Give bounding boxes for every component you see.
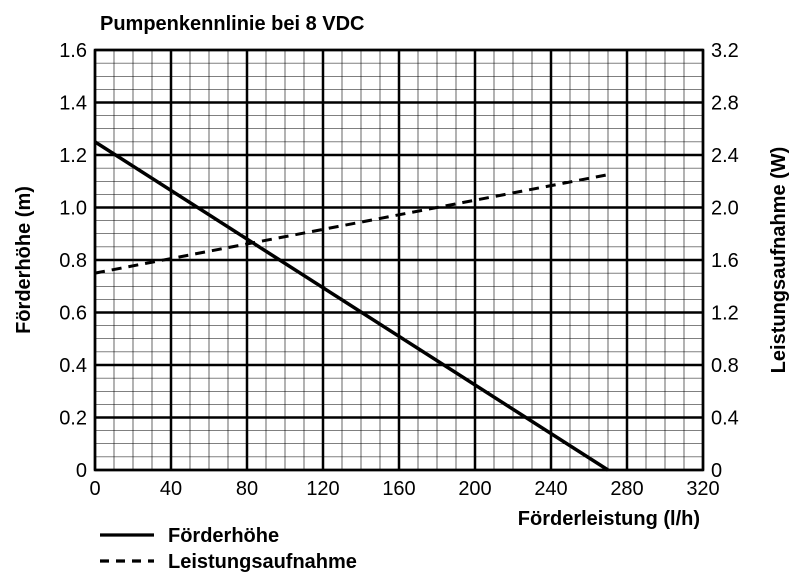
svg-text:1.6: 1.6 bbox=[711, 250, 739, 272]
svg-text:0.2: 0.2 bbox=[59, 408, 87, 430]
svg-text:0.4: 0.4 bbox=[59, 355, 87, 377]
svg-text:0.8: 0.8 bbox=[59, 250, 87, 272]
svg-text:200: 200 bbox=[458, 478, 491, 500]
svg-text:40: 40 bbox=[160, 478, 182, 500]
svg-text:1.2: 1.2 bbox=[59, 145, 87, 167]
chart-title: Pumpenkennlinie bei 8 VDC bbox=[100, 13, 365, 35]
svg-text:240: 240 bbox=[534, 478, 567, 500]
svg-text:2.0: 2.0 bbox=[711, 198, 739, 220]
svg-text:0.6: 0.6 bbox=[59, 303, 87, 325]
svg-text:80: 80 bbox=[236, 478, 258, 500]
svg-text:160: 160 bbox=[382, 478, 415, 500]
svg-text:120: 120 bbox=[306, 478, 339, 500]
legend-label: Leistungsaufnahme bbox=[168, 551, 357, 573]
svg-text:2.4: 2.4 bbox=[711, 145, 739, 167]
y-right-tick-labels: 0 0.4 0.8 1.2 1.6 2.0 2.4 2.8 3.2 bbox=[711, 40, 739, 482]
legend-label: Förderhöhe bbox=[168, 525, 279, 547]
svg-text:0: 0 bbox=[89, 478, 100, 500]
svg-text:1.6: 1.6 bbox=[59, 40, 87, 62]
y-axis-left-label: Förderhöhe (m) bbox=[13, 186, 35, 334]
svg-text:2.8: 2.8 bbox=[711, 93, 739, 115]
svg-text:0.8: 0.8 bbox=[711, 355, 739, 377]
y-axis-right-label: Leistungsaufnahme (W) bbox=[768, 147, 790, 374]
x-axis-label: Förderleistung (l/h) bbox=[518, 508, 700, 530]
svg-text:1.0: 1.0 bbox=[59, 198, 87, 220]
pump-curve-chart: Pumpenkennlinie bei 8 VDC 0 40 80 120 160 200… bbox=[0, 0, 800, 579]
svg-text:0.4: 0.4 bbox=[711, 408, 739, 430]
svg-text:0: 0 bbox=[76, 460, 87, 482]
y-left-tick-labels: 0 0.2 0.4 0.6 0.8 1.0 1.2 1.4 1.6 bbox=[59, 40, 87, 482]
svg-text:1.4: 1.4 bbox=[59, 93, 87, 115]
x-tick-labels: 04080120160200240280320 bbox=[89, 478, 719, 500]
svg-text:0: 0 bbox=[711, 460, 722, 482]
legend: Förderhöhe Leistungsaufnahme bbox=[100, 525, 357, 573]
svg-text:3.2: 3.2 bbox=[711, 40, 739, 62]
svg-text:280: 280 bbox=[610, 478, 643, 500]
svg-text:1.2: 1.2 bbox=[711, 303, 739, 325]
major-gridlines bbox=[95, 50, 703, 470]
